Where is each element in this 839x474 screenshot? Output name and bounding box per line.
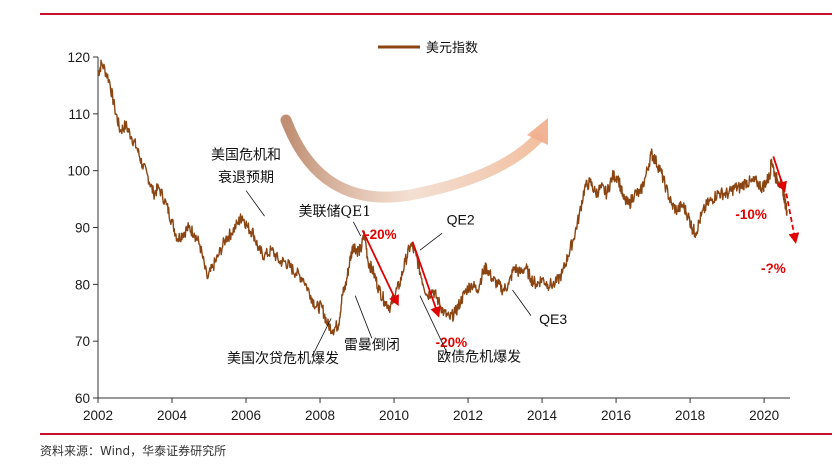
drawdown-arrow bbox=[361, 229, 399, 307]
x-tick-label: 2010 bbox=[379, 408, 409, 423]
annotation-text: 欧债危机爆发 bbox=[437, 350, 521, 366]
y-tick-label: 110 bbox=[68, 107, 90, 122]
bottom-rule bbox=[40, 433, 832, 435]
annotation-text: 美国危机和 bbox=[211, 147, 281, 163]
drawdown-label: -20% bbox=[436, 335, 468, 350]
source-note: 资料来源：Wind，华泰证券研究所 bbox=[40, 444, 227, 458]
y-tick-label: 120 bbox=[67, 50, 90, 65]
x-tick-label: 2018 bbox=[675, 408, 705, 423]
annotation-text: 雷曼倒闭 bbox=[344, 338, 400, 354]
annotation-text: 美国次贷危机爆发 bbox=[227, 351, 339, 367]
annotation-leader bbox=[512, 289, 532, 316]
annotation-leader bbox=[419, 295, 450, 359]
annotation-leader bbox=[312, 318, 332, 356]
annotation-leader bbox=[245, 190, 265, 217]
annotation-leader bbox=[352, 221, 362, 237]
drawdown-arrow bbox=[785, 193, 800, 244]
drawdown-label: -?% bbox=[761, 261, 786, 276]
y-tick-label: 60 bbox=[75, 391, 90, 406]
legend-label: 美元指数 bbox=[426, 41, 478, 56]
x-tick-label: 2012 bbox=[453, 408, 483, 423]
y-tick-label: 70 bbox=[75, 334, 90, 349]
drawdown-label: -10% bbox=[735, 207, 767, 222]
annotation-leader bbox=[354, 295, 373, 339]
x-tick-label: 2004 bbox=[157, 408, 188, 423]
annotation-leader bbox=[419, 232, 443, 251]
drawdown-label: -20% bbox=[365, 227, 397, 242]
annotation-text: 衰退预期 bbox=[218, 169, 274, 186]
x-tick-label: 2014 bbox=[527, 408, 558, 423]
y-tick-label: 80 bbox=[75, 277, 90, 292]
x-tick-label: 2008 bbox=[305, 408, 335, 423]
series-line-dollar-index bbox=[97, 59, 788, 336]
annotation-text: 美联储QE1 bbox=[299, 204, 372, 220]
x-tick-label: 2020 bbox=[749, 408, 779, 423]
annotation-text: QE2 bbox=[447, 212, 475, 228]
annotation-text: QE3 bbox=[539, 311, 567, 327]
trend-arc-arrowhead bbox=[527, 118, 548, 145]
x-tick-label: 2002 bbox=[83, 408, 113, 423]
trend-arc-arrow bbox=[280, 114, 544, 203]
y-tick-label: 90 bbox=[75, 221, 90, 236]
y-tick-label: 100 bbox=[67, 164, 90, 179]
x-tick-label: 2016 bbox=[601, 408, 631, 423]
drawdown-arrow bbox=[772, 156, 787, 193]
drawdown-arrow bbox=[411, 241, 441, 318]
x-tick-label: 2006 bbox=[231, 408, 261, 423]
top-rule bbox=[40, 13, 832, 15]
